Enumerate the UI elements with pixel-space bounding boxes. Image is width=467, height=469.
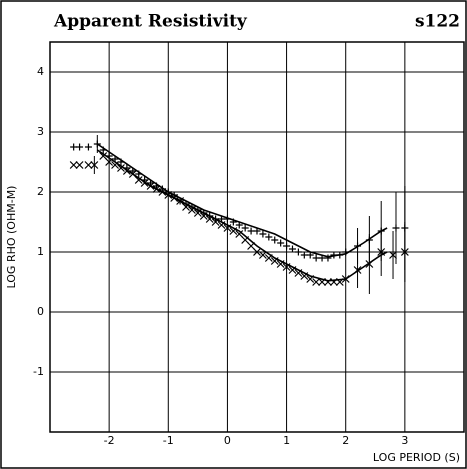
data-point	[400, 248, 409, 256]
y-tick-label: 4	[37, 65, 44, 78]
data-point	[258, 251, 267, 259]
x-axis-label: LOG PERIOD (S)	[373, 451, 460, 464]
data-point	[312, 254, 320, 262]
data-point	[69, 161, 78, 169]
plot-frame	[49, 41, 465, 433]
data-point	[70, 143, 78, 151]
data-point	[392, 224, 400, 232]
y-tick-label: 2	[37, 185, 44, 198]
x-tick-label: 1	[283, 434, 290, 447]
data-point	[134, 176, 143, 184]
data-point	[271, 236, 279, 244]
chart-subtitle: s122	[415, 12, 460, 32]
data-point	[76, 143, 84, 151]
x-tick-label: 3	[401, 434, 408, 447]
chart-title: Apparent Resistivity	[53, 12, 248, 32]
data-point	[84, 161, 93, 169]
x-tick-label: -2	[104, 434, 115, 447]
model-curve	[96, 143, 388, 258]
data-point	[247, 227, 255, 235]
model-curve	[96, 149, 388, 282]
data-point	[84, 143, 92, 151]
data-point	[389, 251, 397, 259]
x-tick-label: 0	[224, 434, 231, 447]
x-tick-label: 2	[342, 434, 349, 447]
data-point	[288, 245, 296, 253]
data-point	[300, 251, 308, 259]
data-point	[277, 239, 285, 247]
y-tick-label: 1	[37, 245, 44, 258]
x-tick-label: -1	[163, 434, 174, 447]
data-point	[294, 248, 302, 256]
data-point	[259, 230, 267, 238]
data-point	[235, 230, 244, 238]
data-point	[253, 248, 261, 256]
data-point	[75, 161, 84, 169]
data-point	[241, 224, 249, 232]
y-axis-label: LOG RHO (OHM-M)	[5, 186, 18, 289]
data-point	[90, 161, 99, 169]
y-tick-label: 0	[37, 305, 44, 318]
data-point	[283, 242, 291, 250]
y-tick-label: -1	[33, 365, 44, 378]
data-point	[312, 278, 321, 286]
y-tick-label: 3	[37, 125, 44, 138]
data-point	[117, 164, 125, 172]
data-point	[265, 233, 273, 241]
data-point	[99, 152, 108, 160]
data-point	[324, 254, 332, 262]
